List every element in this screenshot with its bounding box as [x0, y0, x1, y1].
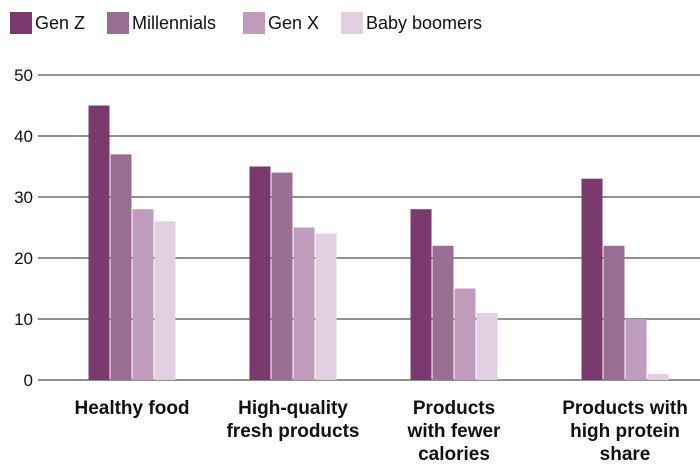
y-tick-label: 0	[24, 371, 33, 390]
bar	[432, 245, 454, 380]
bar	[249, 166, 271, 380]
x-tick-label: Products with	[562, 398, 688, 419]
bar	[625, 319, 647, 380]
x-tick-label: calories	[418, 444, 490, 465]
y-tick-label: 40	[14, 127, 33, 146]
x-tick-label: Healthy food	[74, 398, 189, 419]
bar	[647, 373, 669, 380]
bar	[88, 105, 110, 380]
legend-swatch	[341, 12, 363, 34]
legend-label: Gen Z	[35, 13, 85, 33]
bar	[132, 209, 154, 380]
y-tick-label: 30	[14, 188, 33, 207]
bar	[154, 221, 176, 380]
y-tick-label: 10	[14, 310, 33, 329]
bar	[454, 288, 476, 380]
bar	[293, 227, 315, 380]
bar	[110, 154, 132, 380]
x-tick-label: fresh products	[226, 421, 359, 442]
x-tick-label: share	[600, 444, 651, 465]
bar	[581, 178, 603, 380]
x-tick-label: with fewer	[407, 421, 502, 442]
legend-swatch	[243, 12, 265, 34]
y-tick-label: 20	[14, 249, 33, 268]
legend-label: Baby boomers	[366, 13, 482, 33]
legend-label: Gen X	[268, 13, 319, 33]
y-tick-label: 50	[14, 66, 33, 85]
x-tick-label: high protein	[570, 421, 680, 442]
x-tick-label: Products	[413, 398, 495, 419]
bar	[603, 245, 625, 380]
x-tick-label: High-quality	[238, 398, 348, 419]
bar	[410, 209, 432, 380]
bar	[271, 172, 293, 380]
legend-swatch	[107, 12, 129, 34]
bar	[315, 233, 337, 380]
legend-swatch	[10, 12, 32, 34]
legend-label: Millennials	[132, 13, 216, 33]
bar	[476, 312, 498, 380]
